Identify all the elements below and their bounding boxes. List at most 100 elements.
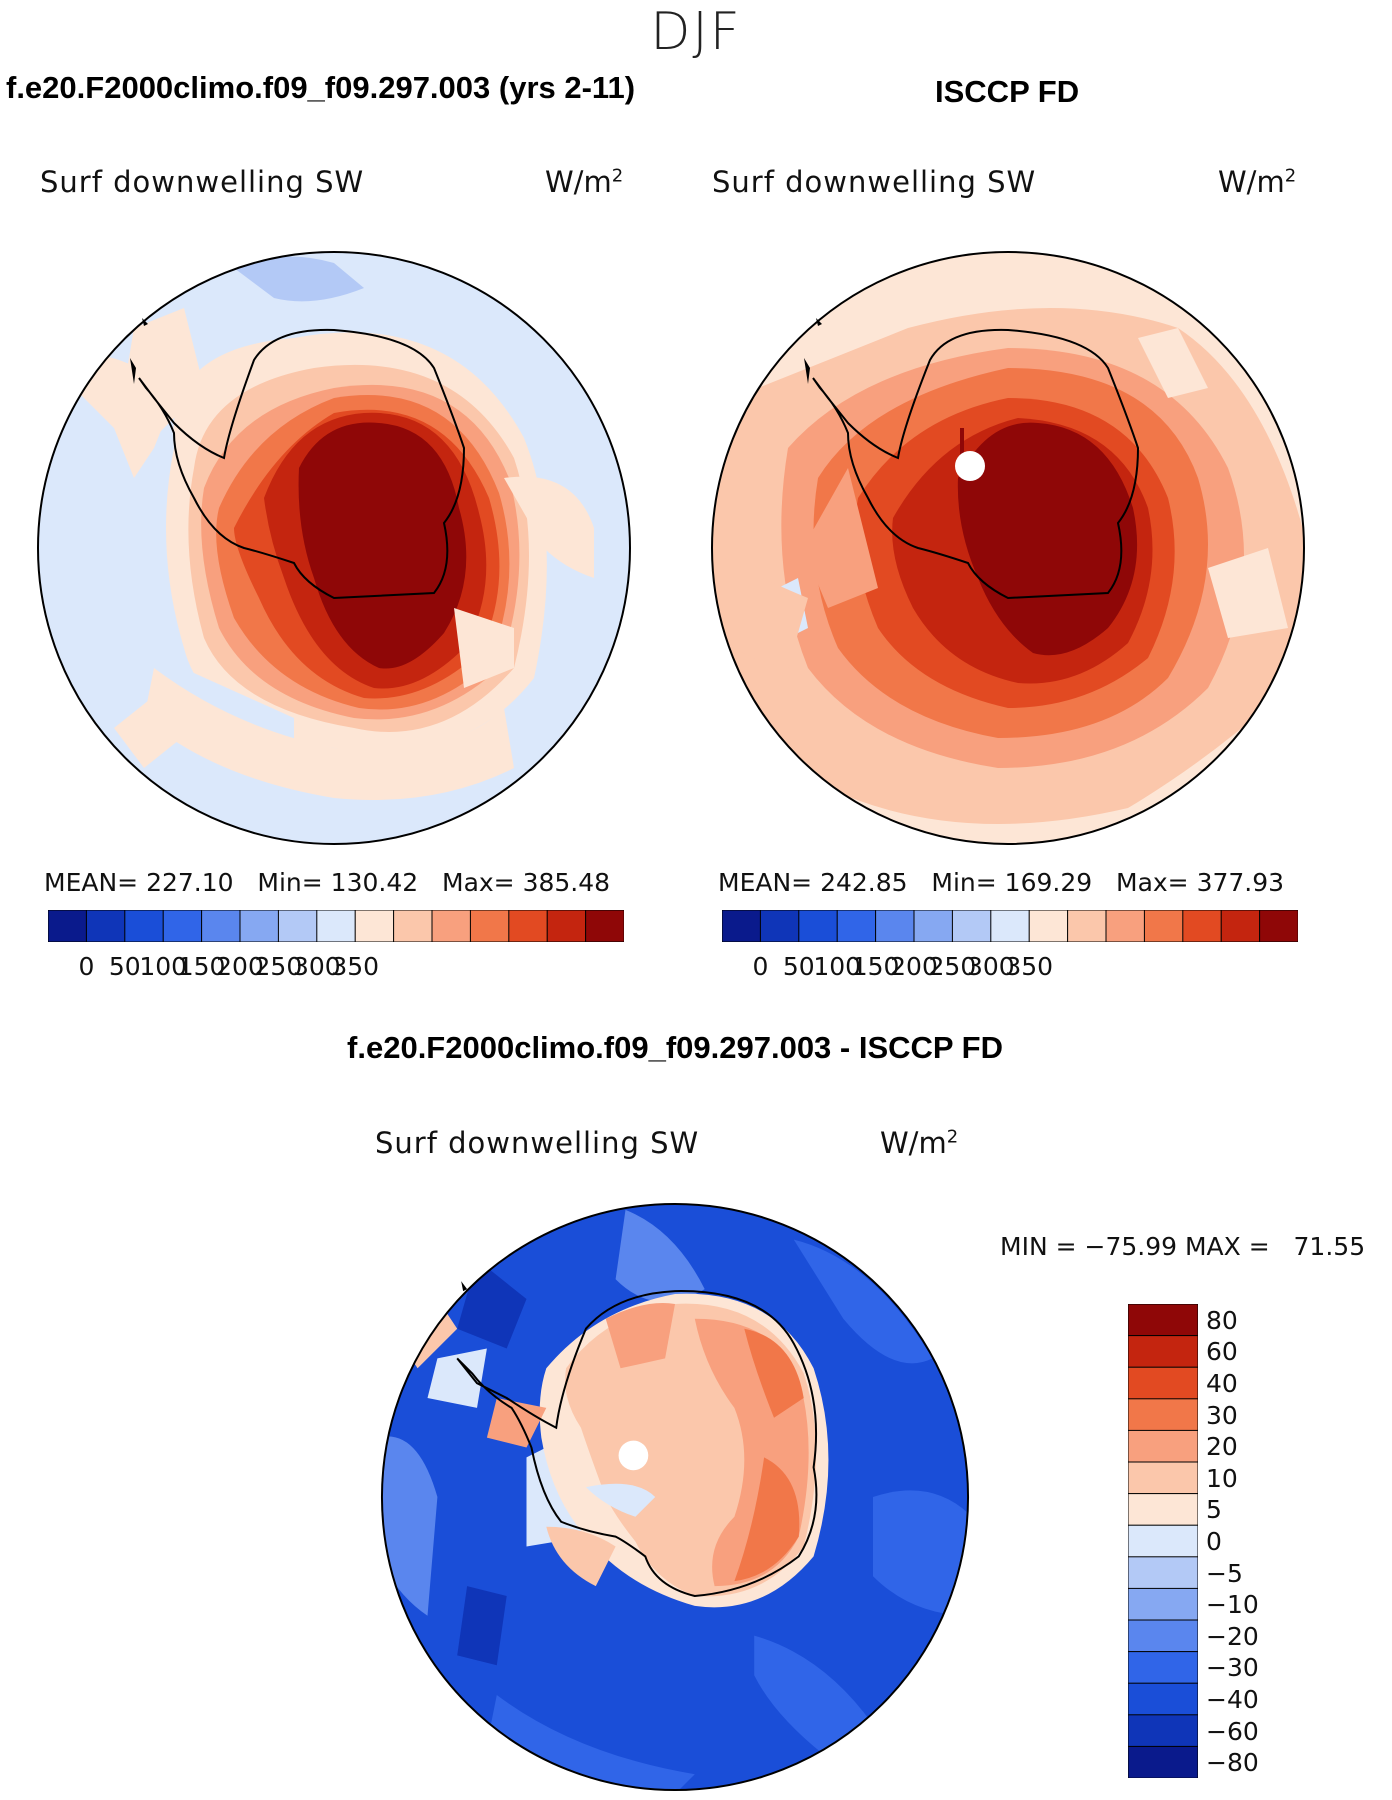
panel3-map-field [381,1203,969,1791]
colorbar-swatch [798,910,838,942]
colorbar-swatch [393,910,433,942]
colorbar-swatch [162,910,203,942]
colorbar-swatch [1128,1587,1198,1621]
colorbar-tick-label: 60 [1206,1337,1238,1367]
colorbar-swatch [1128,1366,1198,1400]
colorbar-tick-label: 200 [216,952,264,981]
colorbar-swatch [1128,1398,1198,1432]
panel2-field-label: Surf downwelling SW [712,165,1037,199]
colorbar-tick-label: 250 [928,952,977,981]
colorbar-swatch [1028,910,1069,942]
colorbar-tick-label: 350 [331,952,380,981]
panel2-max-value: 377.93 [1196,868,1285,897]
panel2-coastline [812,328,1140,600]
colorbar-swatch [722,910,762,942]
panel1-units-exp: 2 [611,165,624,187]
colorbar-swatch [354,910,395,942]
panel2-map-field [712,252,1304,844]
colorbar-tick-label: −20 [1206,1621,1259,1651]
colorbar-tick-label: 50 [108,952,141,981]
colorbar-tick-label: −40 [1206,1685,1259,1714]
panel1-map-field [38,252,630,844]
colorbar-swatch [1128,1682,1198,1716]
colorbar-tick-label: 0 [752,952,769,981]
panel1-colorbar-ticks: 0 50 100 150 200 250 300 350 [48,950,624,982]
colorbar-tick-label: 300 [966,952,1015,981]
colorbar-swatch [1128,1619,1198,1653]
season-title: DJF [650,2,742,62]
colorbar-swatch [239,910,280,942]
colorbar-swatch [1128,1556,1198,1590]
colorbar-tick-label: 0 [1206,1527,1222,1556]
panel3-max-value: 71.55 [1293,1232,1366,1261]
colorbar-tick-label: 100 [813,952,862,981]
panel1-field-label: Surf downwelling SW [40,165,365,199]
colorbar-swatch [469,910,510,942]
colorbar-swatch [951,910,992,942]
panel1-colorbar [48,910,624,942]
panel3-colorbar [1128,1304,1198,1778]
colorbar-tick-label: 50 [782,952,815,981]
panel1-mean-label: MEAN= [44,868,139,897]
panel3-units: W/m2 [880,1126,958,1160]
panel2-case-title: ISCCP FD [935,74,1080,109]
colorbar-swatch [48,910,88,942]
colorbar-swatch [1128,1429,1198,1463]
panel1-coastline [138,328,466,600]
panel1-stats: MEAN= 227.10 Min= 130.42 Max= 385.48 [44,868,610,897]
colorbar-swatch [759,910,800,942]
colorbar-swatch [431,910,472,942]
panel3-case-title: f.e20.F2000climo.f09_f09.297.003 - ISCCP… [347,1030,1003,1065]
colorbar-swatch [1067,910,1107,942]
panel1-max-value: 385.48 [522,868,611,897]
panel3-units-base: W/m [880,1126,947,1160]
colorbar-tick-label: 250 [254,952,303,981]
panel2-min-value: 169.29 [1004,868,1093,897]
colorbar-tick-label: −60 [1206,1716,1259,1746]
colorbar-swatch [1128,1524,1198,1558]
colorbar-tick-label: 30 [1206,1400,1238,1430]
colorbar-swatch [85,910,126,942]
colorbar-swatch [990,910,1030,942]
colorbar-swatch [1105,910,1146,942]
colorbar-tick-label: 20 [1206,1432,1238,1462]
panel1-min-label: Min= [257,868,323,897]
panel3-units-exp: 2 [946,1126,959,1148]
panel2-units-exp: 2 [1284,165,1297,187]
colorbar-tick-label: 350 [1005,952,1054,981]
panel3-colorbar-ticks: 80 60 40 30 20 10 5 0 −5 −10 −20 −30 −40 −60 −80 [1206,1304,1326,1778]
panel1-units-base: W/m [545,165,612,199]
panel1-mean-value: 227.10 [146,868,234,897]
panel1-units: W/m2 [545,165,623,199]
panel3-polar-map [380,1202,970,1792]
colorbar-swatch [836,910,877,942]
colorbar-tick-label: 150 [177,952,226,981]
colorbar-swatch [1128,1714,1198,1748]
panel3-field-label: Surf downwelling SW [375,1126,700,1160]
panel1-max-label: Max= [442,868,515,897]
panel3-max-label: MAX = [1184,1232,1270,1261]
panel2-mean-value: 242.85 [820,868,908,897]
colorbar-swatch [1128,1651,1198,1684]
colorbar-tick-label: 100 [139,952,188,981]
colorbar-swatch [1143,910,1184,942]
colorbar-swatch [1128,1304,1198,1337]
colorbar-tick-label: 200 [890,952,938,981]
panel2-stats: MEAN= 242.85 Min= 169.29 Max= 377.93 [718,868,1284,897]
colorbar-tick-label: −80 [1206,1748,1259,1778]
panel2-mean-label: MEAN= [718,868,813,897]
colorbar-swatch [913,910,954,942]
colorbar-swatch [201,910,241,942]
colorbar-swatch [1259,910,1298,942]
panel1-case-title: f.e20.F2000climo.f09_f09.297.003 (yrs 2-… [6,70,636,105]
colorbar-swatch [1220,910,1261,942]
colorbar-tick-label: 150 [851,952,900,981]
colorbar-tick-label: 40 [1206,1369,1238,1398]
colorbar-swatch [508,910,548,942]
colorbar-swatch [277,910,318,942]
panel2-min-label: Min= [931,868,997,897]
panel3-coastline [456,1290,818,1598]
colorbar-swatch [1128,1335,1198,1368]
colorbar-tick-label: −30 [1206,1653,1259,1683]
colorbar-swatch [585,910,624,942]
